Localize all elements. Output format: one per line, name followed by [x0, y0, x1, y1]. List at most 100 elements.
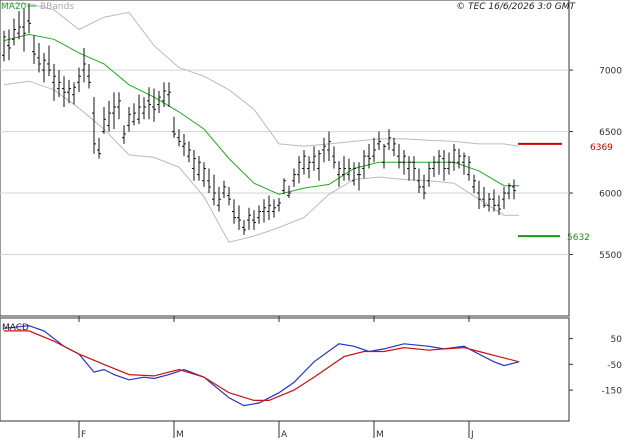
- ohlc-bar: [152, 88, 156, 122]
- ohlc-bar: [192, 150, 196, 181]
- month-tick-label: J: [470, 430, 474, 440]
- ohlc-bar: [337, 161, 341, 187]
- ohlc-bar: [287, 185, 291, 198]
- macd-tick-label: -150: [602, 387, 623, 397]
- ohlc-bar: [307, 156, 311, 179]
- ohlc-bar: [247, 207, 251, 230]
- ohlc-bar: [72, 82, 76, 105]
- ohlc-bar: [497, 195, 501, 216]
- macd-tick-label: -50: [607, 361, 622, 371]
- ohlc-bar: [32, 35, 36, 64]
- ohlc-bar: [322, 137, 326, 163]
- ohlc-bar: [97, 137, 101, 159]
- bollinger-bands: [3, 3, 520, 243]
- bb-upper-band: [4, 3, 520, 147]
- ohlc-bar: [357, 162, 361, 191]
- ohlc-bar: [47, 45, 51, 77]
- ohlc-bar: [477, 180, 481, 210]
- ohlc-bar: [122, 125, 126, 144]
- ohlc-bar: [282, 178, 286, 195]
- ohlc-bar: [182, 134, 186, 157]
- ohlc-bar: [237, 205, 241, 230]
- ohlc-bar: [217, 186, 221, 212]
- ohlc-bar: [377, 131, 381, 151]
- ohlc-bar: [342, 156, 346, 181]
- ohlc-bar: [442, 150, 446, 181]
- macd-panel-title: MACD: [2, 323, 29, 333]
- ohlc-bar: [207, 168, 211, 194]
- ohlc-bar: [502, 186, 506, 210]
- ohlc-bar: [372, 137, 376, 163]
- resistance-label: 6369: [590, 143, 613, 153]
- ohlc-bar: [17, 11, 21, 40]
- ohlc-bar: [102, 106, 106, 135]
- ohlc-bar: [417, 168, 421, 194]
- ohlc-bar: [292, 168, 296, 187]
- month-tick-label: M: [176, 430, 184, 440]
- support-resistance-levels: 6369 5632: [518, 142, 613, 243]
- ohlc-bar: [412, 156, 416, 181]
- ohlc-bar: [327, 131, 331, 162]
- ohlc-bar: [332, 146, 336, 169]
- copyright-text: © TEC 16/6/2026 3:0 GMT: [456, 2, 576, 12]
- ohlc-bar: [222, 180, 226, 198]
- ohlc-bar: [232, 199, 236, 224]
- ma20-line: [3, 33, 519, 195]
- ohlc-bar: [27, 3, 31, 34]
- price-tick-label: 5500: [599, 251, 622, 261]
- ohlc-bar: [382, 143, 386, 169]
- ohlc-bar: [387, 129, 391, 151]
- ohlc-bar: [37, 43, 41, 73]
- ohlc-bar: [317, 150, 321, 181]
- month-tick-label: M: [376, 430, 384, 440]
- bbands-legend-label: BBands: [40, 2, 74, 12]
- ohlc-bar: [227, 186, 231, 206]
- ohlc-bar: [262, 199, 266, 223]
- ohlc-bar: [462, 152, 466, 175]
- ohlc-bar: [302, 150, 306, 175]
- ohlc-bar: [12, 18, 16, 46]
- bb-lower-band: [3, 80, 519, 243]
- macd-line: [3, 325, 520, 407]
- ohlc-bar: [267, 195, 271, 221]
- price-panel-frame: [0, 0, 570, 317]
- ohlc-bar: [397, 143, 401, 169]
- ohlc-bar: [137, 94, 141, 125]
- ohlc-bar: [352, 162, 356, 186]
- ohlc-bar: [162, 82, 166, 107]
- macd-tick-label: 50: [611, 335, 623, 345]
- ohlc-bar: [127, 106, 131, 132]
- ohlc-bar: [177, 129, 181, 147]
- ohlc-bar: [277, 197, 281, 212]
- ohlc-bar: [367, 143, 371, 169]
- signal-line: [4, 330, 520, 401]
- ohlc-bar: [492, 189, 496, 212]
- ohlc-bar: [87, 63, 91, 89]
- price-y-axis: 5500 6000 6500 7000: [569, 67, 622, 261]
- ohlc-bar: [117, 92, 121, 120]
- price-tick-label: 7000: [599, 67, 622, 77]
- ohlc-bar: [487, 193, 491, 212]
- ohlc-bar: [67, 79, 71, 104]
- support-label: 5632: [567, 233, 590, 243]
- ohlc-bar: [252, 210, 256, 230]
- ohlc-bar: [507, 183, 511, 200]
- month-tick-label: F: [81, 430, 86, 440]
- ohlc-bar: [212, 174, 216, 206]
- ohlc-bar: [452, 143, 456, 171]
- ohlc-bar: [22, 8, 26, 52]
- macd-y-axis: 50 -50 -150: [569, 335, 622, 397]
- ma20-legend-label: MA20: [1, 2, 27, 12]
- ohlc-bar: [7, 29, 11, 61]
- ohlc-bar: [82, 47, 86, 83]
- ohlc-bar: [392, 137, 396, 157]
- ohlc-bar: [57, 70, 61, 98]
- ohlc-bar: [92, 97, 96, 154]
- ohlc-bar: [257, 205, 261, 224]
- ohlc-bar: [467, 156, 471, 181]
- ohlc-bar: [447, 152, 451, 175]
- ohlc-bar: [437, 150, 441, 175]
- ohlc-bar: [512, 179, 516, 200]
